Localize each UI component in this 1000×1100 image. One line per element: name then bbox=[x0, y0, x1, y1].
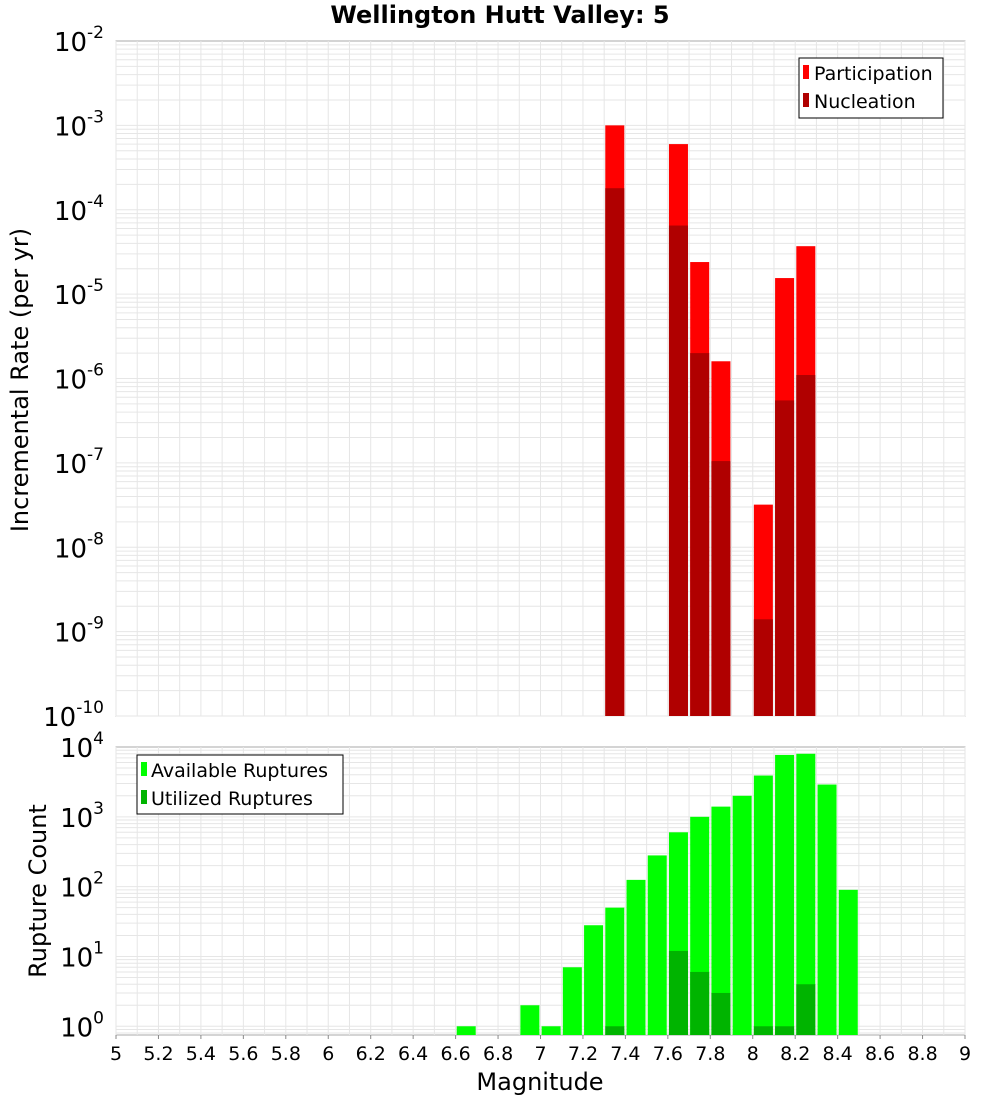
y-tick-label: 10-5 bbox=[54, 276, 104, 311]
x-tick-label: 7.6 bbox=[653, 1043, 683, 1065]
y-tick-label: 10-8 bbox=[54, 529, 104, 564]
x-tick-label: 7.4 bbox=[610, 1043, 640, 1065]
y-tick-label: 102 bbox=[60, 869, 104, 904]
participation-legend-label: Participation bbox=[814, 63, 933, 85]
available-ruptures-bar bbox=[838, 889, 858, 1035]
y-tick-label: 10-7 bbox=[54, 445, 104, 480]
x-tick-label: 8.8 bbox=[907, 1043, 937, 1065]
x-tick-label: 8 bbox=[747, 1043, 759, 1065]
nucleation-legend-swatch bbox=[803, 93, 809, 107]
x-axis-ticks: 5 5.2 5.4 5.6 5.8 6 6.2 6.4 6.6 6.8 7 7.2 7.4 7.6 7.8 8… bbox=[110, 1035, 971, 1065]
y-tick-label: 10-2 bbox=[54, 23, 104, 58]
y-tick-label: 10-3 bbox=[54, 107, 104, 142]
available-ruptures-bar bbox=[626, 879, 646, 1035]
rate-grid bbox=[115, 41, 966, 717]
utilized-ruptures-bar bbox=[796, 984, 816, 1035]
x-tick-label: 5.2 bbox=[143, 1043, 173, 1065]
rate-legend-box bbox=[798, 57, 944, 119]
utilized-ruptures-bar bbox=[668, 950, 688, 1035]
available-ruptures-bar bbox=[775, 754, 795, 1035]
available-legend-label: Available Ruptures bbox=[151, 760, 328, 782]
x-tick-label: 5.6 bbox=[228, 1043, 258, 1065]
x-tick-label: 8.2 bbox=[780, 1043, 810, 1065]
x-axis-label: Magnitude bbox=[476, 1068, 603, 1096]
utilized-legend-label: Utilized Ruptures bbox=[151, 788, 313, 810]
count-panel: 104 103 102 101 100 Rupture Count Available … bbox=[24, 729, 966, 1043]
x-tick-label: 5.4 bbox=[186, 1043, 216, 1065]
x-tick-label: 7.2 bbox=[568, 1043, 598, 1065]
rate-panel: 10-2 10-3 10-4 10-5 10-6 10-7 10-8 10-9 10-10 In… bbox=[6, 23, 966, 733]
utilized-ruptures-bar bbox=[775, 1026, 795, 1035]
available-ruptures-bar bbox=[796, 753, 816, 1035]
chart-title: Wellington Hutt Valley: 5 bbox=[330, 1, 669, 29]
available-ruptures-bar bbox=[647, 855, 667, 1035]
y-tick-label: 10-4 bbox=[54, 192, 104, 227]
count-legend: Available Ruptures Utilized Ruptures bbox=[136, 754, 344, 815]
available-ruptures-bar bbox=[584, 925, 604, 1035]
nucleation-bar bbox=[796, 375, 816, 716]
utilized-legend-swatch bbox=[141, 790, 147, 804]
y-tick-label: 10-9 bbox=[54, 614, 104, 649]
x-tick-label: 8.4 bbox=[823, 1043, 853, 1065]
x-tick-label: 7.8 bbox=[695, 1043, 725, 1065]
x-tick-label: 6.8 bbox=[483, 1043, 513, 1065]
available-ruptures-bar bbox=[711, 806, 731, 1035]
utilized-ruptures-bar bbox=[690, 971, 710, 1035]
utilized-ruptures-bar bbox=[711, 992, 731, 1035]
rate-bars bbox=[605, 125, 816, 717]
rate-y-ticks: 10-2 10-3 10-4 10-5 10-6 10-7 10-8 10-9 10-10 bbox=[43, 23, 104, 733]
nucleation-bar bbox=[753, 619, 773, 716]
y-tick-label: 10-10 bbox=[43, 698, 104, 733]
available-ruptures-bar bbox=[456, 1026, 476, 1035]
x-tick-label: 6 bbox=[322, 1043, 334, 1065]
x-tick-label: 8.6 bbox=[865, 1043, 895, 1065]
x-tick-label: 5 bbox=[110, 1043, 122, 1065]
available-ruptures-bar bbox=[753, 775, 773, 1035]
utilized-ruptures-bar bbox=[605, 1026, 625, 1035]
y-tick-label: 100 bbox=[60, 1008, 104, 1043]
available-ruptures-bar bbox=[732, 795, 752, 1035]
x-tick-label: 6.4 bbox=[398, 1043, 428, 1065]
y-tick-label: 10-6 bbox=[54, 361, 104, 396]
y-tick-label: 101 bbox=[60, 938, 104, 973]
participation-legend-swatch bbox=[803, 65, 809, 79]
nucleation-bar bbox=[775, 400, 795, 716]
x-tick-label: 7 bbox=[534, 1043, 546, 1065]
count-y-ticks: 104 103 102 101 100 bbox=[60, 729, 104, 1043]
x-tick-label: 6.6 bbox=[440, 1043, 470, 1065]
rate-y-axis-label: Incremental Rate (per yr) bbox=[6, 228, 34, 532]
x-tick-label: 5.8 bbox=[271, 1043, 301, 1065]
available-ruptures-bar bbox=[605, 907, 625, 1035]
count-y-axis-label: Rupture Count bbox=[24, 804, 52, 978]
nucleation-bar bbox=[605, 188, 625, 717]
count-bars bbox=[456, 753, 858, 1035]
rate-legend: Participation Nucleation bbox=[798, 57, 944, 119]
x-tick-label: 6.2 bbox=[356, 1043, 386, 1065]
utilized-ruptures-bar bbox=[753, 1026, 773, 1035]
count-legend-box bbox=[136, 754, 344, 815]
available-ruptures-bar bbox=[562, 967, 582, 1035]
x-tick-label: 9 bbox=[959, 1043, 971, 1065]
nucleation-bar bbox=[668, 225, 688, 716]
nucleation-bar bbox=[690, 353, 710, 716]
available-ruptures-bar bbox=[541, 1026, 561, 1035]
y-tick-label: 103 bbox=[60, 799, 104, 834]
available-ruptures-bar bbox=[817, 784, 837, 1035]
nucleation-legend-label: Nucleation bbox=[814, 91, 916, 113]
available-ruptures-bar bbox=[520, 1005, 540, 1035]
y-tick-label: 104 bbox=[60, 729, 104, 764]
available-legend-swatch bbox=[141, 762, 147, 776]
nucleation-bar bbox=[711, 461, 731, 716]
